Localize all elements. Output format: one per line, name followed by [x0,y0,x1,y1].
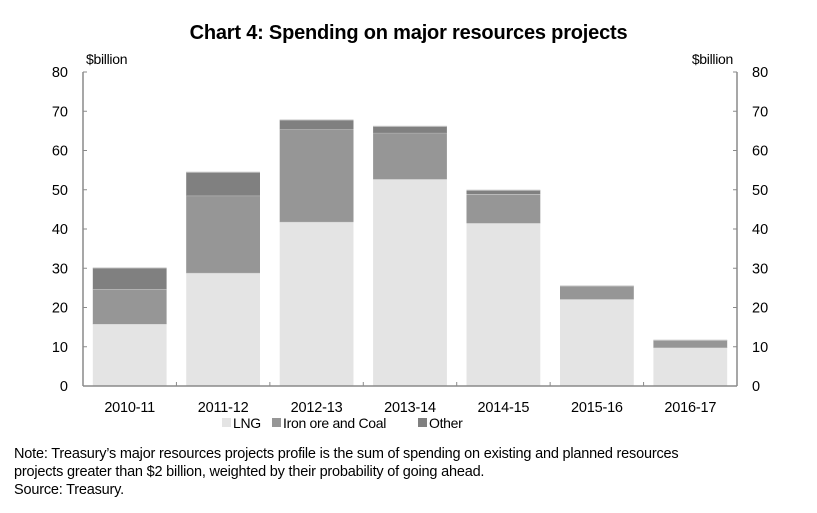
legend-label-iron-ore-and-coal: Iron ore and Coal [283,415,386,431]
y-axis-label-right: $billion [692,51,733,67]
x-tick-label-2012-13: 2012-13 [291,400,343,416]
bar-iron-ore-and-coal-2013-14 [373,132,447,180]
chart-title: Chart 4: Spending on major resources pro… [189,22,628,44]
x-tick-labels: 2010-11 2011-12 2012-13 2013-14 2014-15 2015-… [104,400,716,416]
bar-iron-ore-and-coal-2016-17 [653,340,728,348]
y-tick-label-left: 80 [52,65,68,81]
bar-lng-2015-16 [560,299,634,386]
legend: LNG Iron ore and Coal Other [222,415,463,431]
y-ticks-right: 0 10 20 30 40 50 60 70 80 [752,65,768,395]
y-tick-label-left: 20 [52,301,68,317]
bar-lng-2014-15 [466,223,541,386]
y-tick-label-right: 50 [752,183,768,199]
x-tick-label-2016-17: 2016-17 [664,400,716,416]
bar-iron-ore-and-coal-2011-12 [186,195,260,273]
y-ticks-left: 0 10 20 30 40 50 60 70 80 [52,65,68,395]
bar-other-2014-15 [466,190,541,194]
bar-lng-2016-17 [653,347,728,386]
bar-lng-2010-11 [92,324,167,386]
y-tick-label-right: 80 [752,65,768,81]
y-tick-label-right: 70 [752,104,768,120]
bar-iron-ore-and-coal-2012-13 [279,129,354,222]
x-tick-label-2010-11: 2010-11 [104,400,155,416]
note-line-2: projects greater than $2 billion, weight… [14,464,485,480]
bar-other-2010-11 [92,267,167,290]
y-tick-label-right: 20 [752,301,768,317]
legend-label-other: Other [429,415,463,431]
bar-lng-2011-12 [186,273,260,386]
y-tick-label-right: 0 [752,379,760,395]
x-tick-label-2013-14: 2013-14 [384,400,436,416]
y-tick-label-left: 70 [52,104,68,120]
y-tick-label-left: 30 [52,261,68,277]
legend-swatch-lng [222,418,231,427]
bar-other-2011-12 [186,172,260,196]
bar-other-2012-13 [279,119,354,130]
y-tick-label-left: 40 [52,222,68,238]
x-tick-label-2015-16: 2015-16 [571,400,623,416]
bar-iron-ore-and-coal-2014-15 [466,194,541,224]
legend-swatch-other [418,418,427,427]
legend-swatch-iron-ore-and-coal [272,418,281,427]
bars-group [92,119,728,386]
y-tick-label-right: 40 [752,222,768,238]
x-tick-label-2014-15: 2014-15 [477,400,529,416]
bar-other-2013-14 [373,126,447,133]
y-axis-label-left: $billion [86,51,127,67]
axes-group [82,71,738,387]
x-tick-label-2011-12: 2011-12 [198,400,249,416]
source-line: Source: Treasury. [14,482,124,498]
y-tick-label-left: 50 [52,183,68,199]
y-tick-label-left: 60 [52,144,68,160]
legend-label-lng: LNG [233,415,261,431]
y-tick-label-left: 0 [60,379,68,395]
y-tick-label-right: 10 [752,340,768,356]
y-tick-label-right: 60 [752,144,768,160]
note-line-1: Note: Treasury’s major resources project… [14,446,679,462]
y-tick-label-left: 10 [52,340,68,356]
bar-iron-ore-and-coal-2010-11 [92,289,167,324]
stacked-bar-chart: $billion $billion 0 10 20 30 40 50 60 70 80 0 10 2… [52,51,768,431]
y-tick-label-right: 30 [752,261,768,277]
bar-lng-2012-13 [279,221,354,386]
bar-iron-ore-and-coal-2015-16 [560,285,634,300]
bar-lng-2013-14 [373,179,447,386]
